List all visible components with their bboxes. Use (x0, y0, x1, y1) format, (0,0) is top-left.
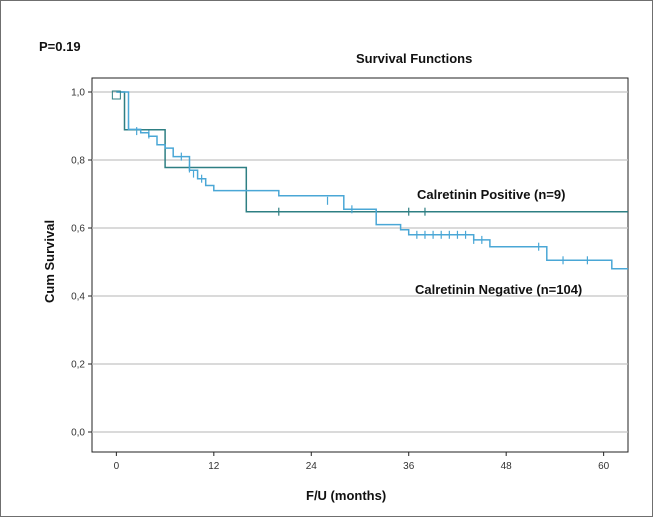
start-marker (111, 90, 121, 100)
y-axis-title: Cum Survival (42, 220, 57, 303)
y-axis: 0,0 0,2 0,4 0,6 0,8 1,0 (71, 88, 92, 439)
x-tick-label: 48 (501, 461, 513, 472)
censor-marks (111, 90, 588, 265)
grid-lines (92, 91, 628, 433)
x-tick-label: 24 (306, 461, 318, 472)
x-axis: 0 12 24 36 48 60 (114, 452, 610, 472)
chart-title: Survival Functions (356, 51, 472, 66)
series-label-positive: Calretinin Positive (n=9) (417, 187, 565, 202)
plot-area-border (91, 77, 629, 453)
series-line-1 (116, 91, 628, 270)
y-tick-label: 0,6 (71, 224, 85, 235)
p-value-text: P=0.19 (39, 39, 81, 54)
x-tick-label: 60 (598, 461, 610, 472)
y-tick-label: 0,0 (71, 428, 85, 439)
y-tick-label: 0,4 (71, 292, 85, 303)
y-tick-label: 1,0 (71, 88, 85, 99)
series-layer (116, 91, 628, 270)
x-axis-title: F/U (months) (306, 488, 386, 503)
series-label-negative: Calretinin Negative (n=104) (415, 282, 582, 297)
y-tick-label: 0,2 (71, 360, 85, 371)
x-tick-label: 0 (114, 461, 120, 472)
x-tick-label: 36 (403, 461, 415, 472)
y-tick-label: 0,8 (71, 156, 85, 167)
x-tick-label: 12 (208, 461, 220, 472)
